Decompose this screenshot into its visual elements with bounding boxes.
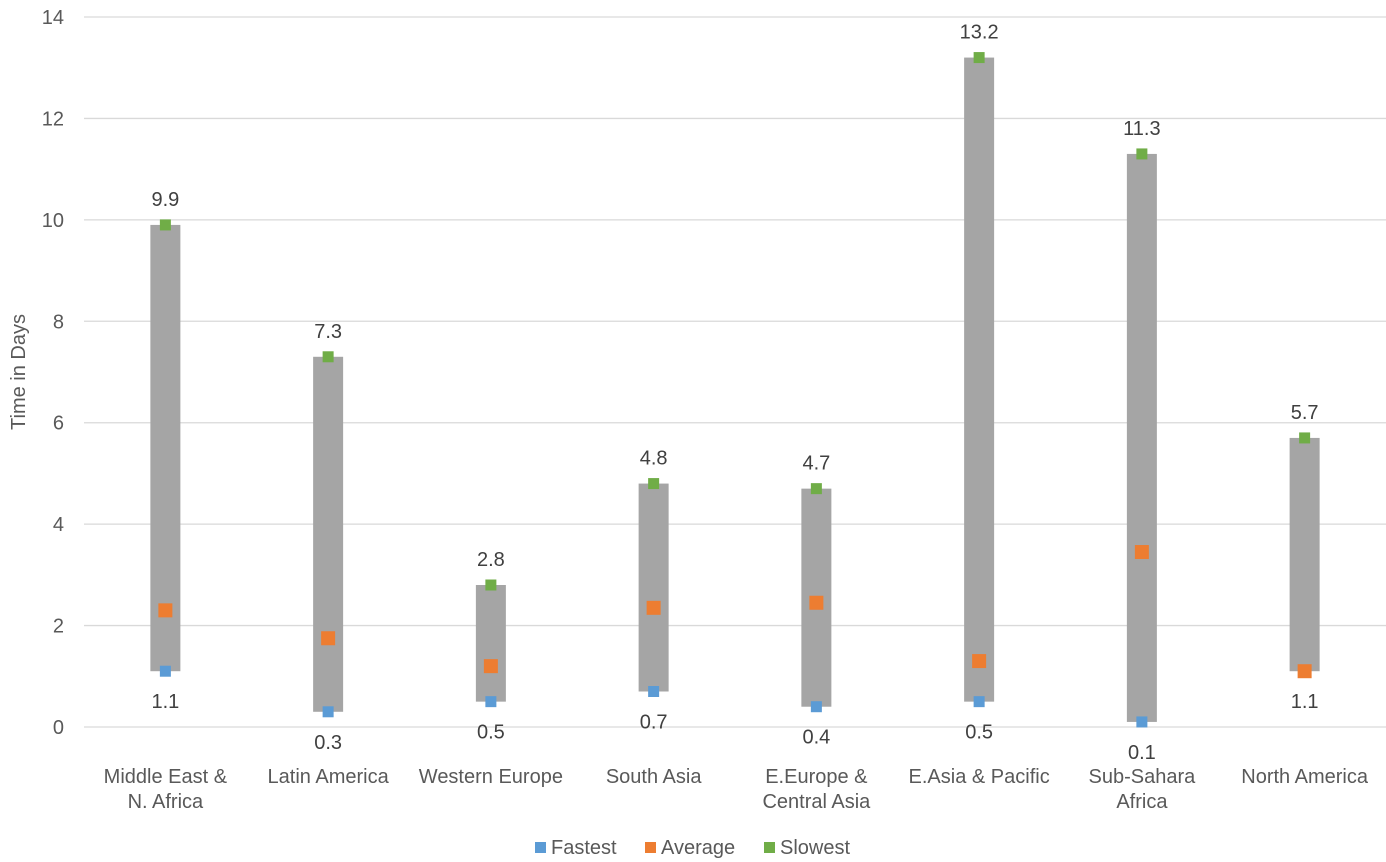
marker-slowest	[1299, 432, 1311, 444]
low-value-label: 0.5	[477, 722, 505, 744]
legend-label-slowest: Slowest	[780, 837, 850, 859]
y-tick-label: 14	[42, 7, 64, 29]
range-bar	[638, 483, 669, 692]
x-category-label: Sub-Sahara	[1089, 766, 1197, 788]
x-category-label: Africa	[1116, 791, 1168, 813]
range-bar	[1289, 437, 1320, 672]
range-bar	[1126, 153, 1157, 722]
high-value-label: 11.3	[1123, 118, 1160, 140]
y-tick-label: 0	[53, 717, 64, 739]
legend-swatch-average	[645, 842, 656, 853]
low-value-label: 1.1	[151, 691, 179, 713]
marker-slowest	[322, 351, 334, 363]
y-axis-tick-labels: 0 2 4 6 8 10 12 14	[42, 7, 64, 739]
legend: Fastest Average Slowest	[535, 837, 850, 859]
x-category-label: Central Asia	[762, 791, 871, 813]
high-value-label: 4.8	[640, 448, 668, 470]
range-bar	[964, 57, 995, 702]
marker-fastest	[973, 696, 985, 708]
marker-fastest	[322, 706, 334, 718]
marker-slowest	[973, 52, 985, 64]
y-tick-label: 12	[42, 108, 64, 130]
marker-slowest	[159, 219, 171, 231]
range-bars	[150, 57, 1320, 722]
marker-average	[1134, 545, 1149, 560]
y-tick-label: 4	[53, 514, 64, 536]
marker-slowest	[810, 483, 822, 495]
marker-fastest	[1136, 716, 1148, 728]
y-tick-label: 8	[53, 311, 64, 333]
gridlines	[84, 16, 1386, 728]
low-value-label: 0.5	[965, 722, 993, 744]
marker-fastest	[159, 665, 171, 677]
marker-fastest	[485, 696, 497, 708]
y-tick-label: 2	[53, 616, 64, 638]
marker-average	[972, 654, 987, 669]
marker-fastest	[648, 686, 660, 697]
y-tick-label: 6	[53, 413, 64, 435]
y-axis-title: Time in Days	[8, 314, 30, 430]
series-markers	[158, 52, 1312, 728]
marker-average	[809, 595, 824, 610]
legend-label-average: Average	[661, 837, 735, 859]
x-category-label: Latin America	[268, 766, 390, 788]
marker-slowest	[1136, 148, 1148, 160]
x-category-label: South Asia	[606, 766, 703, 788]
high-value-label: 9.9	[151, 189, 179, 211]
high-value-label: 2.8	[477, 549, 505, 571]
low-value-label: 0.3	[314, 732, 342, 754]
low-value-label: 0.1	[1128, 742, 1156, 764]
marker-slowest	[648, 478, 660, 490]
marker-average	[483, 659, 498, 674]
marker-average	[1297, 664, 1312, 679]
x-axis-category-labels: Middle East & N. Africa Latin America Weste…	[104, 766, 1369, 813]
marker-slowest	[485, 579, 497, 591]
high-value-label: 4.7	[802, 453, 830, 475]
marker-fastest	[810, 701, 822, 713]
legend-swatch-fastest	[535, 842, 546, 853]
low-value-label: 0.4	[802, 727, 830, 749]
x-category-label: North America	[1241, 766, 1369, 788]
low-value-label: 1.1	[1291, 691, 1319, 713]
x-category-label: N. Africa	[128, 791, 204, 813]
high-value-label: 7.3	[314, 321, 342, 343]
data-labels: 9.9 1.1 7.3 0.3 2.8 0.5 4.8 0.7 4.7 0.4 13.2 0.5 11.…	[151, 22, 1318, 764]
high-value-label: 5.7	[1291, 402, 1319, 424]
marker-average	[321, 631, 336, 646]
y-tick-label: 10	[42, 210, 64, 232]
range-bar	[475, 585, 506, 702]
legend-label-fastest: Fastest	[551, 837, 617, 859]
high-value-label: 13.2	[960, 22, 999, 44]
x-category-label: Middle East &	[104, 766, 228, 788]
range-bar	[150, 224, 181, 672]
x-category-label: E.Europe &	[765, 766, 868, 788]
x-category-label: E.Asia & Pacific	[909, 766, 1050, 788]
x-category-label: Western Europe	[419, 766, 563, 788]
range-bar	[313, 356, 344, 712]
marker-average	[646, 600, 661, 615]
marker-average	[158, 603, 173, 618]
low-value-label: 0.7	[640, 712, 668, 734]
legend-swatch-slowest	[764, 842, 775, 853]
